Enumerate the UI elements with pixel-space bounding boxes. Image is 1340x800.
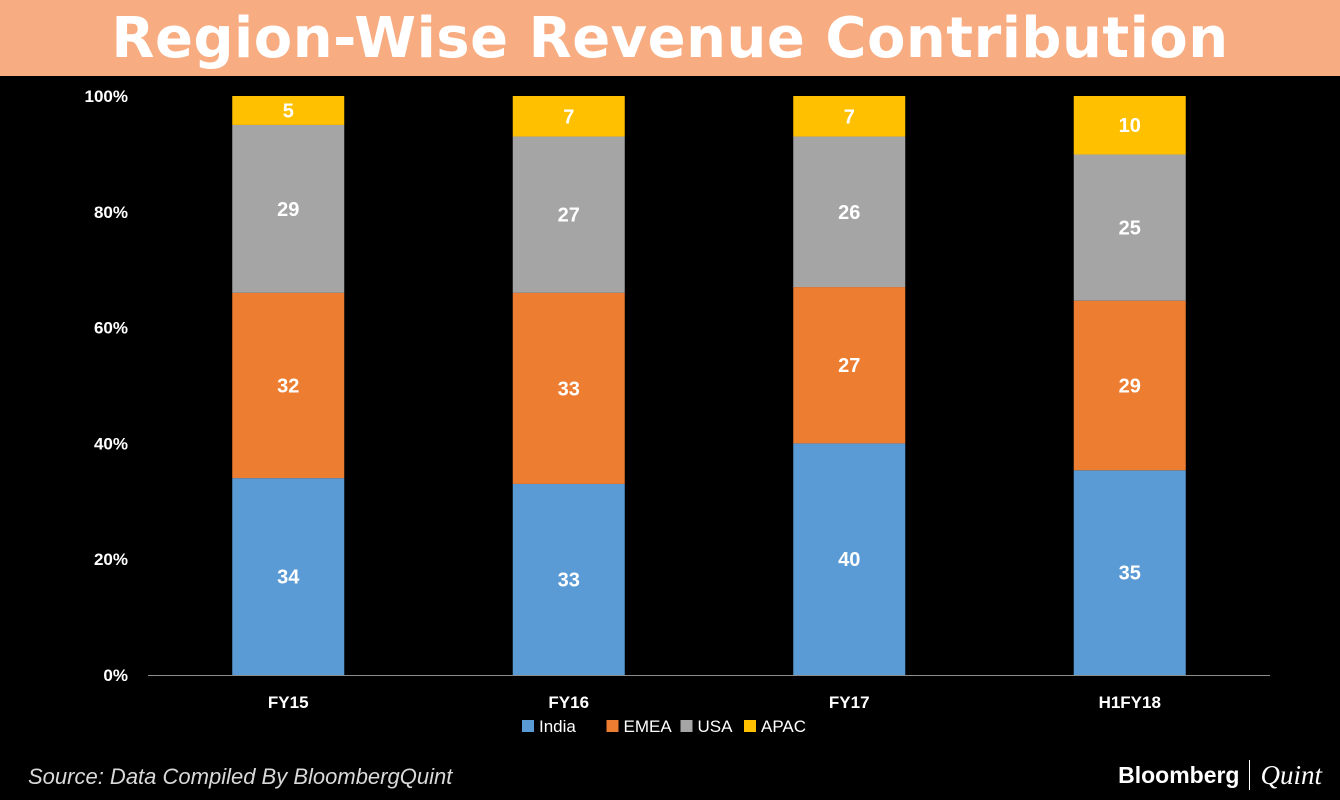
legend-item-apac: APAC (744, 717, 806, 736)
chart-title: Region-Wise Revenue Contribution (111, 5, 1229, 71)
data-label: 7 (844, 106, 855, 128)
bar-segment-emea (232, 292, 345, 479)
brand-separator (1249, 760, 1251, 790)
data-label: 29 (1119, 376, 1141, 398)
bar-segment-india (793, 443, 906, 675)
data-label: 27 (838, 355, 860, 377)
data-label: 10 (1119, 115, 1141, 137)
bar-segment-apac (512, 96, 625, 137)
data-label: 29 (277, 199, 299, 221)
legend: India EMEA USA APAC (522, 717, 806, 736)
legend-label: APAC (761, 717, 806, 736)
bar-segment-usa (512, 136, 625, 293)
x-tick-label: FY16 (548, 693, 589, 712)
bar-segment-emea (1073, 300, 1186, 471)
legend-item-india: India (522, 717, 576, 736)
brand-quint: Quint (1260, 759, 1322, 790)
bar-segment-emea (512, 292, 625, 484)
bar-segment-apac (793, 96, 906, 137)
bar-segment-emea (793, 287, 906, 444)
legend-label: USA (698, 717, 734, 736)
data-label: 40 (838, 549, 860, 571)
bar-segment-usa (1073, 154, 1186, 301)
bar-segment-apac (232, 96, 345, 125)
bar-segment-usa (793, 136, 906, 288)
data-label: 27 (558, 205, 580, 227)
legend-swatch (680, 720, 693, 732)
x-tick-label: FY15 (268, 693, 309, 712)
data-label: 33 (558, 569, 580, 591)
bar-segment-apac (1073, 96, 1186, 155)
legend-swatch (522, 720, 534, 732)
data-label: 7 (563, 106, 574, 128)
bar-segment-india (512, 483, 625, 675)
bar-segment-india (232, 478, 345, 675)
legend-swatch (606, 720, 619, 732)
data-label: 26 (838, 202, 860, 224)
data-label: 34 (277, 567, 300, 589)
legend-item-emea: EMEA (606, 717, 673, 736)
bars: 34 32 29 5 33 33 27 7 40 27 26 7 35 29 25 10 (232, 96, 1186, 675)
x-tick-label: FY17 (829, 693, 870, 712)
data-label: 33 (558, 378, 580, 400)
data-label: 5 (283, 100, 294, 122)
bar-stack-H1FY18: 35 29 25 10 (1073, 96, 1186, 675)
legend-label: India (539, 717, 576, 736)
bar-stack-FY15: 34 32 29 5 (232, 96, 345, 675)
legend-label: EMEA (624, 717, 673, 736)
brand-logo: Bloomberg Quint (1118, 758, 1322, 792)
y-tick-label: 40% (94, 434, 128, 453)
y-tick-label: 20% (94, 550, 128, 569)
brand-bloomberg: Bloomberg (1118, 761, 1240, 788)
data-label: 35 (1119, 563, 1141, 585)
y-axis: 0% 20% 40% 60% 80% 100% (85, 87, 128, 685)
y-tick-label: 60% (94, 319, 128, 338)
data-label: 25 (1119, 218, 1141, 240)
bar-segment-usa (232, 124, 345, 293)
y-tick-label: 80% (94, 203, 128, 222)
title-banner: Region-Wise Revenue Contribution (0, 0, 1340, 76)
y-tick-label: 100% (85, 87, 128, 106)
bar-stack-FY16: 33 33 27 7 (512, 96, 625, 675)
legend-swatch (744, 720, 756, 732)
data-label: 32 (277, 376, 299, 398)
y-tick-label: 0% (103, 666, 128, 685)
bar-stack-FY17: 40 27 26 7 (793, 96, 906, 675)
x-axis: FY15 FY16 FY17 H1FY18 (148, 675, 1270, 712)
stacked-bar-chart: 0% 20% 40% 60% 80% 100% 34 32 29 5 33 33 27 7 40 27 26 7… (85, 87, 1270, 736)
legend-item-usa: USA (680, 717, 734, 736)
x-tick-label: H1FY18 (1099, 693, 1161, 712)
bar-segment-india (1073, 470, 1186, 675)
source-note: Source: Data Compiled By BloombergQuint (28, 764, 453, 789)
